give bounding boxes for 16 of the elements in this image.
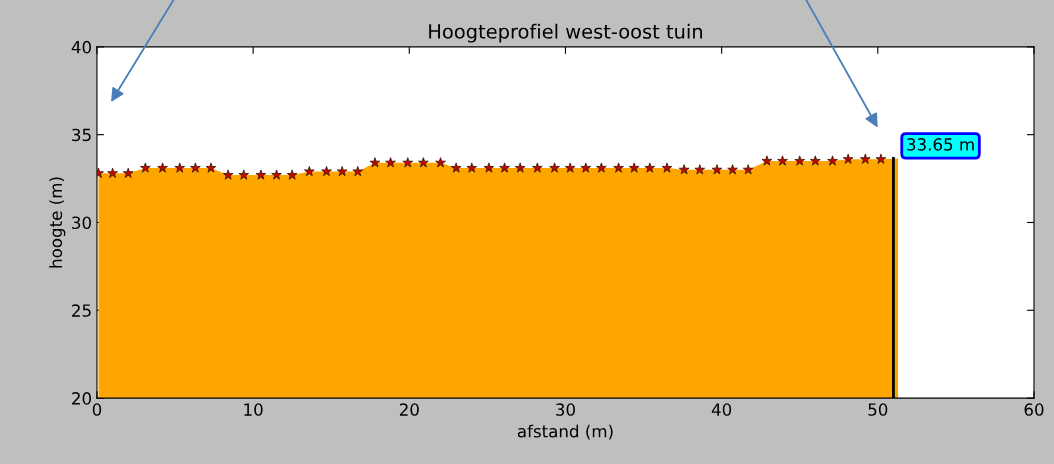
x-tick-label: 50 <box>868 403 888 416</box>
y-axis-title: hoogte (m) <box>49 177 66 268</box>
x-axis-title: afstand (m) <box>517 424 613 440</box>
x-tick-label: 60 <box>1024 403 1044 416</box>
y-tick-label: 20 <box>72 392 91 405</box>
y-tick-label: 30 <box>72 216 91 230</box>
x-tick-label: 0 <box>92 403 102 416</box>
y-tick-label: 25 <box>72 304 91 317</box>
x-tick-label: 10 <box>244 403 263 416</box>
chart-title: Hoogteprofiel west-oost tuin <box>429 23 702 43</box>
y-tick-label: 35 <box>72 128 91 142</box>
x-tick-label: 20 <box>399 403 419 416</box>
x-tick-label: 40 <box>711 403 732 416</box>
annotation: 33.65 m <box>907 138 974 151</box>
x-tick-label: 30 <box>556 403 575 416</box>
y-tick-label: 40 <box>71 40 91 54</box>
